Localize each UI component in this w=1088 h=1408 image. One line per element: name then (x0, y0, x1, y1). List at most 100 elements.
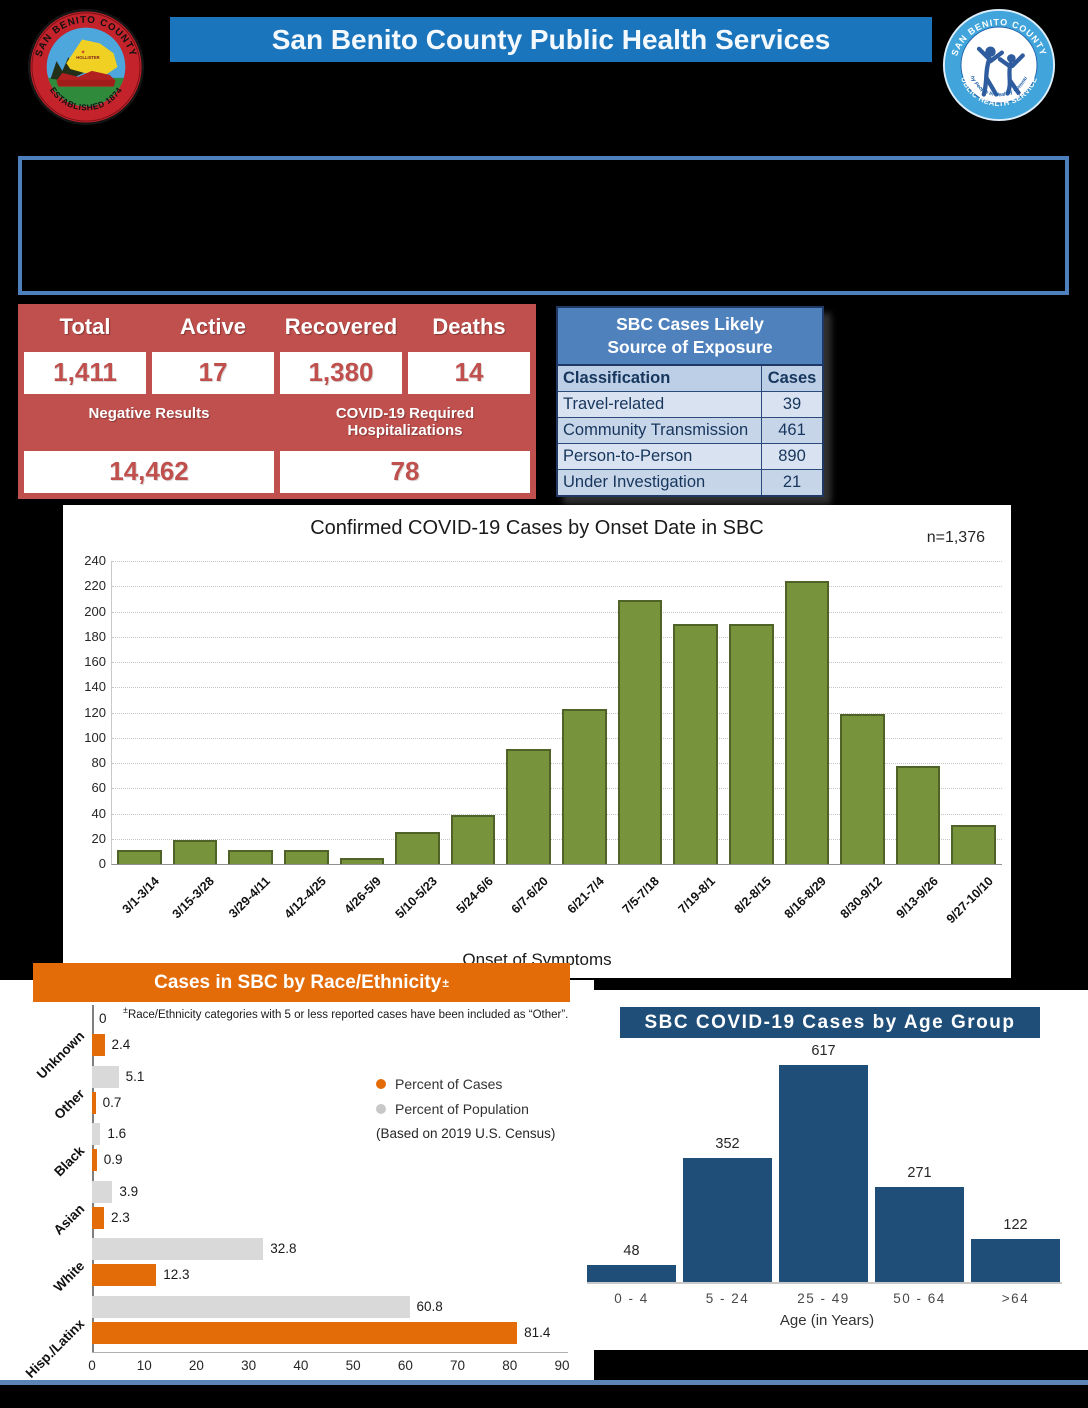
y-axis-tick-label: 100 (84, 729, 106, 745)
onset-date-chart: Confirmed COVID-19 Cases by Onset Date i… (63, 505, 1011, 978)
bar (587, 1265, 676, 1282)
footnote-text: Race/Ethnicity categories with 5 or less… (127, 1008, 569, 1021)
value-label: 48 (623, 1243, 640, 1260)
population-bar (92, 1123, 101, 1145)
bar (117, 850, 162, 864)
cases-bar (92, 1264, 157, 1286)
cases-bar (92, 1034, 105, 1056)
bar (779, 1065, 868, 1282)
y-axis-tick-label: 20 (91, 830, 106, 846)
legend-label: Percent of Population (395, 1101, 529, 1117)
population-bar (92, 1295, 410, 1318)
chart-legend: Percent of Cases Percent of Population (… (376, 1076, 555, 1141)
bar (784, 581, 830, 864)
y-axis-tick-label: 160 (84, 654, 106, 669)
stat-header-recovered: Recovered (280, 310, 402, 346)
table-row: Under Investigation 21 (558, 469, 822, 496)
exposure-title-line1: SBC Cases Likely (616, 314, 764, 334)
stat-header-deaths: Deaths (408, 310, 530, 346)
bar (339, 857, 385, 864)
category-label: >64 (1001, 1291, 1030, 1306)
gridline (112, 687, 1002, 689)
row-label: Travel-related (563, 395, 665, 414)
column-header-cases: Cases (761, 366, 822, 392)
category-label: 5 - 24 (705, 1291, 750, 1306)
y-axis-tick-label: 0 (98, 856, 106, 871)
bar (728, 624, 774, 864)
legend-dot-orange-icon (376, 1079, 386, 1089)
bar (683, 1158, 772, 1282)
y-axis-tick-label: 200 (84, 603, 106, 619)
chart-title-text: Cases in SBC by Race/Ethnicity (154, 971, 442, 993)
row-label: Person-to-Person (563, 447, 693, 466)
bar (506, 749, 551, 864)
y-axis-tick-label: 120 (84, 704, 106, 720)
stat-value-active: 17 (152, 352, 274, 394)
cases-value-label: 81.4 (524, 1324, 551, 1340)
bar (283, 850, 329, 864)
gridline (112, 712, 1002, 714)
stat-value-hospitalizations: 78 (280, 451, 530, 493)
bar (971, 1239, 1060, 1282)
population-value-label: 5.1 (125, 1068, 145, 1084)
title-superscript: ± (442, 975, 449, 990)
chart-footnote: ±Race/Ethnicity categories with 5 or les… (123, 1005, 568, 1021)
population-value-label: 3.9 (119, 1183, 139, 1199)
value-label: 617 (811, 1043, 836, 1059)
population-value-label: 1.6 (107, 1126, 127, 1141)
bar (172, 840, 218, 864)
exposure-table-title: SBC Cases Likely Source of Exposure (558, 308, 822, 367)
cases-bar (92, 1321, 518, 1344)
cases-value-label: 2.4 (111, 1037, 131, 1052)
x-axis-title: Age (in Years) (779, 1312, 875, 1329)
legend-note: (Based on 2019 U.S. Census) (376, 1126, 556, 1141)
x-axis-tick-label: 0 (88, 1358, 96, 1373)
exposure-source-table: SBC Cases Likely Source of Exposure Clas… (556, 306, 824, 498)
category-label: 50 - 64 (893, 1291, 946, 1306)
y-axis-tick-label: 140 (84, 679, 106, 695)
table-row: Travel-related 39 (558, 391, 822, 418)
page-title: San Benito County Public Health Services (170, 17, 932, 62)
gridline (112, 788, 1002, 790)
gridline (112, 561, 1002, 562)
table-row: Community Transmission 461 (558, 417, 822, 444)
row-label: Under Investigation (563, 473, 706, 492)
cases-bar (92, 1091, 96, 1114)
value-label: 271 (907, 1164, 932, 1181)
stat-value-deaths: 14 (408, 352, 530, 394)
y-axis-tick-label: 60 (91, 780, 106, 796)
bar (395, 832, 440, 864)
gridline (112, 813, 1002, 815)
bar (562, 708, 607, 864)
column-header-classification: Classification (563, 369, 671, 388)
stat-header-active: Active (152, 310, 274, 346)
row-cases: 21 (761, 470, 822, 496)
gridline (112, 662, 1002, 663)
stat-header-hospitalizations: COVID-19 Required Hospitalizations (280, 400, 530, 445)
x-axis-tick-label: 50 (345, 1358, 361, 1373)
x-axis-tick-label: 80 (502, 1358, 518, 1373)
y-axis-tick-label: 180 (84, 628, 106, 644)
legend-dot-gray-icon (376, 1104, 386, 1114)
sample-size-label: n=1,376 (926, 529, 985, 546)
svg-text:★: ★ (81, 50, 86, 56)
race-ethnicity-chart: 0 2.4 Unknown 5.1 0.7 Other 1.6 0.9 Black 3.9 2.3 A… (0, 963, 594, 1380)
stat-header-negative-results: Negative Results (24, 400, 274, 445)
stat-header-total: Total (24, 310, 146, 346)
x-axis-baseline (587, 1282, 1062, 1284)
population-value-label: 32.8 (270, 1241, 297, 1256)
value-label: 122 (1003, 1217, 1028, 1234)
x-axis-tick-label: 60 (397, 1358, 413, 1373)
bottom-divider (0, 1380, 1088, 1385)
table-row: Person-to-Person 890 (558, 443, 822, 470)
exposure-column-header-row: Classification Cases (558, 366, 822, 392)
stat-value-recovered: 1,380 (280, 352, 402, 394)
age-group-chart: 48 0 - 4 352 5 - 24 617 25 - 49 271 50 - 64 122 >… (585, 990, 1088, 1350)
county-seal-logo: HOLLISTER ★ SAN BENITO COUNTY ESTABLISHE… (27, 8, 145, 131)
gridline (112, 763, 1002, 764)
population-bar (92, 1238, 264, 1260)
gridline (112, 636, 1002, 638)
cases-value-label: 2.3 (111, 1209, 130, 1225)
bar (450, 814, 496, 864)
bar (840, 713, 885, 864)
